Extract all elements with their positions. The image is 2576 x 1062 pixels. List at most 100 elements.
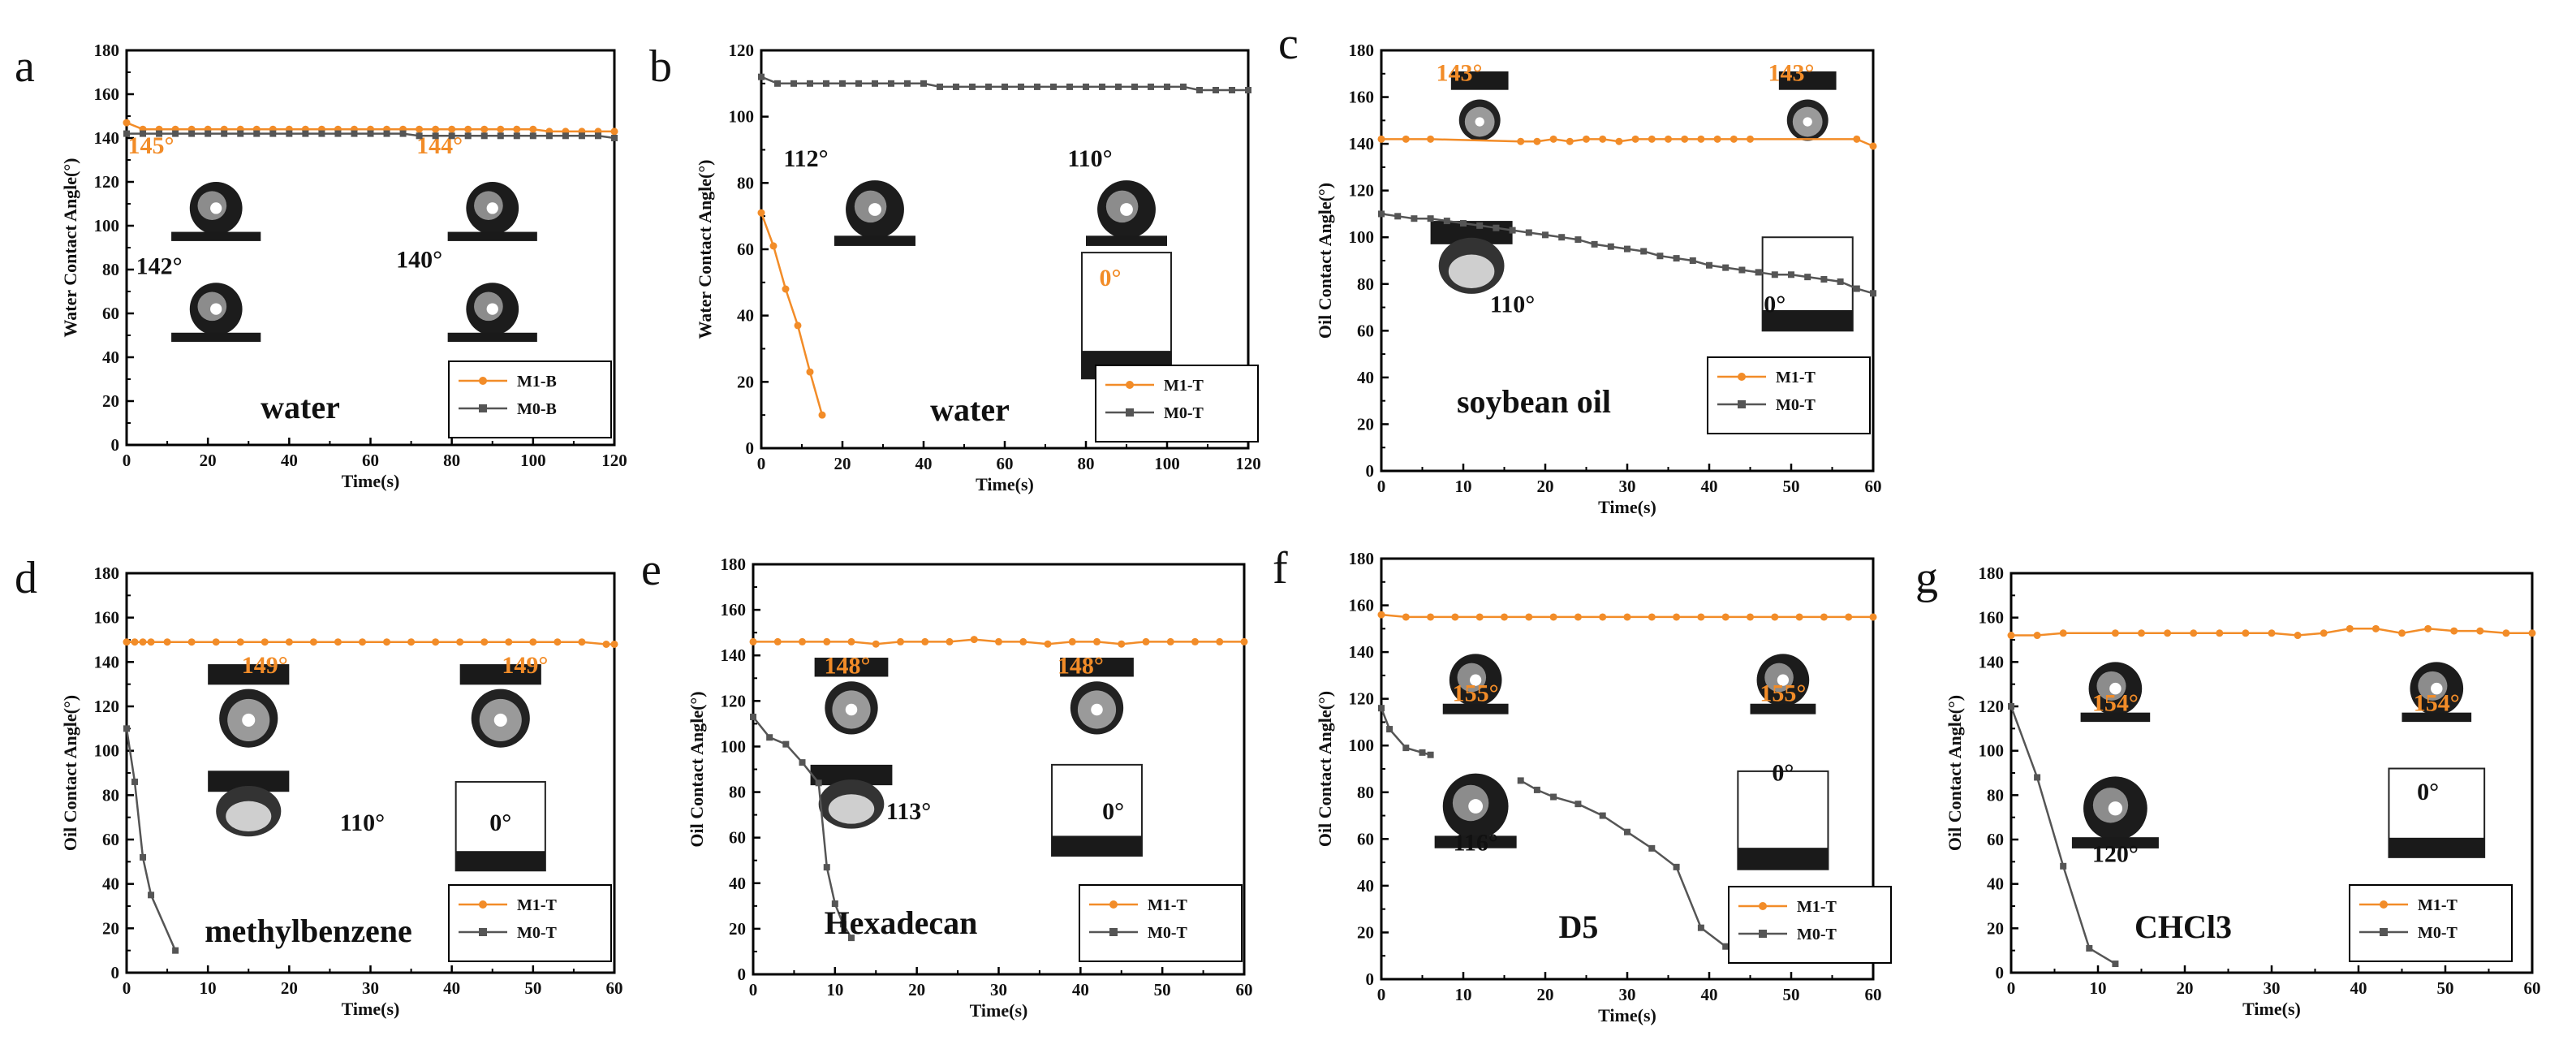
- x-tick-label: 60: [606, 978, 623, 998]
- data-point: [1402, 135, 1410, 143]
- data-point: [1722, 264, 1730, 271]
- y-axis-label: Oil Contact Angle(°): [687, 691, 707, 847]
- data-point: [448, 125, 456, 133]
- data-point: [953, 83, 959, 90]
- y-tick-label: 0: [1996, 963, 2005, 982]
- x-tick-label: 120: [601, 451, 627, 470]
- angle-annotation: 0°: [1764, 291, 1786, 317]
- droplet-inset: [447, 283, 537, 343]
- data-point: [1706, 261, 1712, 269]
- data-point: [2320, 629, 2328, 637]
- data-point: [1681, 135, 1689, 143]
- droplet-inset: [2402, 662, 2472, 723]
- y-tick-label: 40: [1357, 876, 1374, 896]
- y-tick-label: 100: [1349, 227, 1375, 247]
- data-point: [823, 80, 829, 87]
- data-point: [1673, 255, 1680, 262]
- x-tick-label: 50: [2437, 978, 2454, 998]
- data-point: [602, 640, 610, 648]
- chart-panel-f: f 0 10 20 30 40 50 60 0 20 40 60 80 100 120 140 160 180 Ti…: [1273, 543, 1892, 1025]
- data-point: [1427, 751, 1434, 758]
- x-tick-label: 0: [749, 980, 758, 999]
- data-point: [1870, 290, 1876, 297]
- data-point: [799, 637, 806, 645]
- data-point: [1771, 613, 1779, 621]
- y-tick-label: 80: [102, 260, 119, 279]
- x-tick-label: 50: [1783, 477, 1800, 496]
- data-point: [2268, 629, 2276, 637]
- legend-entry: M0-T: [1776, 396, 1816, 414]
- data-point: [920, 80, 927, 87]
- data-point: [799, 759, 806, 766]
- data-point: [2138, 629, 2145, 637]
- y-tick-label: 140: [1979, 652, 2005, 671]
- data-point: [2424, 624, 2432, 632]
- panel-label: a: [15, 41, 35, 92]
- x-tick-label: 20: [908, 980, 925, 999]
- y-tick-label: 60: [1357, 321, 1374, 340]
- series-M1-T: [123, 638, 618, 648]
- data-point: [156, 130, 163, 137]
- droplet-inset: [171, 283, 261, 343]
- data-point: [480, 638, 489, 646]
- medium-label: water: [261, 389, 340, 425]
- data-point: [872, 640, 880, 648]
- data-point: [1771, 271, 1778, 278]
- data-point: [1721, 613, 1730, 621]
- data-point: [123, 638, 131, 646]
- data-point: [123, 130, 130, 137]
- data-point: [1402, 613, 1410, 621]
- droplet-inset: [171, 182, 261, 241]
- data-point: [2190, 629, 2198, 637]
- data-point: [407, 638, 416, 646]
- y-tick-label: 140: [94, 652, 120, 671]
- legend-entry: M0-T: [1148, 924, 1188, 942]
- legend: M1-T M0-T: [448, 884, 612, 962]
- series-M0-T: [758, 73, 1251, 93]
- data-point: [782, 285, 790, 293]
- data-point: [1697, 135, 1705, 143]
- y-tick-label: 40: [729, 874, 746, 893]
- data-point: [1142, 637, 1150, 645]
- data-point: [1427, 613, 1435, 621]
- data-point: [1525, 613, 1533, 621]
- data-point: [848, 935, 855, 942]
- y-tick-label: 40: [102, 348, 119, 367]
- data-point: [399, 130, 407, 137]
- data-point: [2216, 629, 2224, 637]
- data-point: [594, 132, 601, 140]
- data-point: [818, 411, 826, 419]
- series-line: [1520, 779, 1726, 948]
- angle-annotation: 0°: [1100, 265, 1122, 291]
- droplet-inset: [1081, 252, 1172, 380]
- data-point: [163, 638, 171, 646]
- y-tick-label: 160: [94, 608, 120, 628]
- series-M0-T: [1378, 210, 1876, 297]
- data-point: [807, 80, 813, 87]
- x-tick-label: 60: [362, 451, 379, 470]
- data-point: [1019, 637, 1027, 645]
- data-point: [774, 80, 781, 87]
- y-tick-label: 0: [111, 963, 120, 982]
- data-point: [904, 80, 911, 87]
- y-tick-label: 80: [729, 783, 746, 802]
- y-tick-label: 0: [746, 438, 755, 458]
- data-point: [497, 132, 504, 140]
- x-tick-label: 80: [443, 451, 460, 470]
- series-M0-T-segment: [1517, 777, 1730, 950]
- droplet-inset: [814, 658, 889, 735]
- x-tick-label: 60: [2524, 978, 2541, 998]
- y-tick-label: 140: [1349, 134, 1375, 153]
- angle-annotation: 110°: [1490, 291, 1535, 317]
- data-point: [1216, 637, 1224, 645]
- data-point: [1378, 210, 1385, 218]
- data-point: [140, 130, 147, 137]
- data-point: [1804, 274, 1811, 281]
- data-point: [188, 130, 196, 137]
- data-point: [1068, 637, 1076, 645]
- y-tick-label: 120: [94, 172, 120, 192]
- medium-label: CHCl3: [2134, 909, 2232, 945]
- data-point: [1689, 257, 1696, 264]
- panel-label: b: [649, 41, 672, 92]
- data-point: [1386, 726, 1394, 733]
